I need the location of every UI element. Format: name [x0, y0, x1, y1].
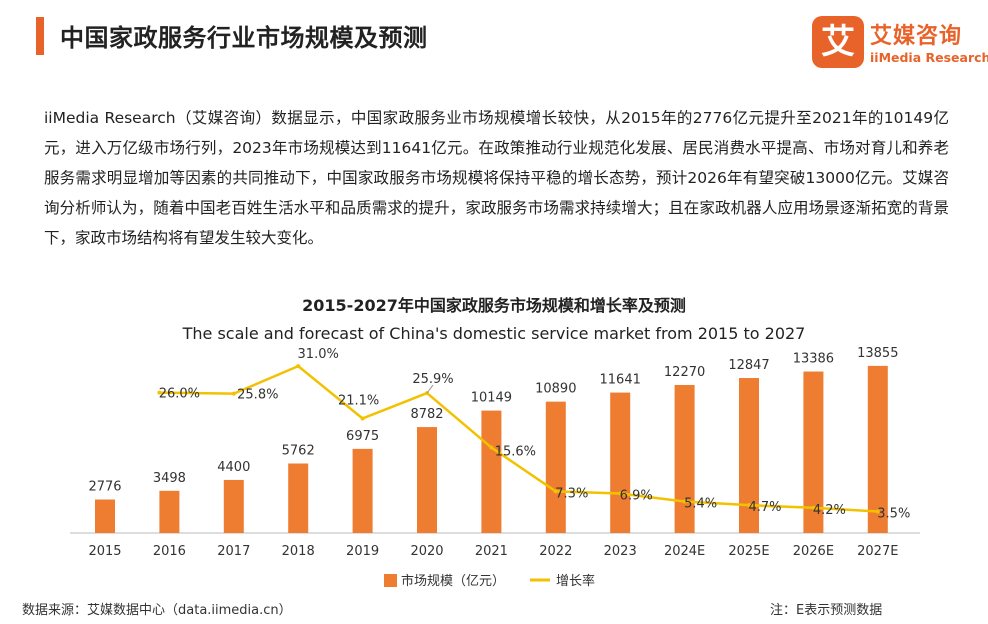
bar-label-2015: 2776: [88, 480, 121, 495]
bar-label-2021: 10149: [471, 391, 512, 406]
growth-point-2017: [231, 391, 236, 396]
bar-2019: [352, 448, 373, 533]
growth-rate-line: [159, 364, 878, 513]
forecast-note: 注：E表示预测数据: [770, 603, 883, 618]
growth-point-2016: [157, 390, 162, 395]
growth-label-2022: 7.3%: [555, 486, 588, 501]
bar-2026E: [803, 371, 824, 533]
x-tick-2024E: 2024E: [664, 544, 705, 559]
growth-label-2023: 6.9%: [620, 489, 653, 504]
bar-label-2019: 6975: [346, 429, 379, 444]
bar-label-2024E: 12270: [664, 365, 705, 380]
bar-2020: [417, 427, 437, 533]
iimedia-logo: 艾 艾媒咨询 iiMedia Research: [812, 16, 988, 72]
intro-paragraph: iiMedia Research（艾媒咨询）数据显示，中国家政服务业市场规模增长…: [44, 109, 949, 247]
x-tick-2017: 2017: [217, 544, 250, 559]
growth-label-2020: 25.9%: [412, 372, 453, 387]
growth-point-2021: [489, 445, 494, 450]
x-tick-2026E: 2026E: [793, 544, 834, 559]
chart-subtitle: The scale and forecast of China's domest…: [182, 324, 806, 343]
growth-label-2021: 15.6%: [495, 445, 536, 460]
bar-2021: [481, 410, 502, 533]
bar-2022: [545, 401, 566, 533]
growth-point-2019: [360, 416, 365, 421]
chart-title: 2015-2027年中国家政服务市场规模和增长率及预测: [302, 296, 686, 315]
bar-2023: [610, 392, 631, 533]
x-tick-2027E: 2027E: [857, 544, 898, 559]
data-source: 数据来源：艾媒数据中心（data.iimedia.cn）: [22, 603, 292, 618]
x-tick-2020: 2020: [410, 544, 443, 559]
page-title: 中国家政服务行业市场规模及预测: [60, 24, 428, 52]
growth-point-2025E: [747, 503, 751, 508]
bar-2018: [288, 463, 309, 533]
legend-bar-swatch: [384, 574, 397, 587]
bar-2027E: [867, 365, 888, 533]
x-tick-2025E: 2025E: [728, 544, 769, 559]
x-tick-2016: 2016: [153, 544, 186, 559]
bar-label-2020: 8782: [410, 407, 443, 422]
legend-bar-label: 市场规模（亿元）: [401, 573, 505, 589]
growth-label-2026E: 4.2%: [813, 503, 846, 518]
bar-2024E: [674, 384, 695, 533]
x-tick-2019: 2019: [346, 544, 379, 559]
growth-label-2018: 31.0%: [298, 347, 339, 362]
logo-badge: 艾: [812, 16, 864, 68]
x-tick-2015: 2015: [88, 544, 121, 559]
logo-name-en: iiMedia Research: [870, 50, 988, 65]
x-tick-2021: 2021: [475, 544, 508, 559]
x-tick-2023: 2023: [604, 544, 637, 559]
x-tick-2022: 2022: [539, 544, 572, 559]
bar-label-2023: 11641: [600, 373, 641, 388]
logo-name-cn: 艾媒咨询: [870, 24, 963, 49]
growth-point-2026E: [811, 505, 816, 510]
growth-label-2019: 21.1%: [338, 393, 379, 408]
growth-label-leader-2020: [426, 384, 434, 394]
bar-label-2022: 10890: [535, 382, 576, 397]
growth-point-2023: [618, 491, 623, 496]
growth-point-2027E: [875, 509, 880, 514]
title-accent-bar: [36, 17, 44, 55]
bar-2015: [95, 499, 115, 533]
bar-label-2017: 4400: [217, 460, 250, 475]
growth-label-2016: 26.0%: [159, 387, 200, 402]
growth-point-2024E: [682, 499, 687, 504]
growth-point-2022: [553, 489, 558, 494]
growth-point-2018: [296, 364, 301, 369]
growth-label-2024E: 5.4%: [684, 496, 717, 511]
legend-line-label: 增长率: [556, 573, 595, 589]
growth-label-2027E: 3.5%: [877, 507, 910, 522]
bar-label-2026E: 13386: [793, 352, 834, 367]
bar-label-2016: 3498: [153, 471, 186, 486]
bar-2017: [223, 479, 244, 533]
bar-label-2025E: 12847: [728, 358, 769, 373]
bar-label-2027E: 13855: [857, 346, 898, 361]
growth-label-2017: 25.8%: [237, 388, 278, 403]
growth-label-2025E: 4.7%: [748, 500, 781, 515]
bar-label-2018: 5762: [282, 443, 315, 458]
x-tick-2018: 2018: [282, 544, 315, 559]
bar-2025E: [739, 378, 759, 533]
bar-2016: [159, 490, 180, 533]
